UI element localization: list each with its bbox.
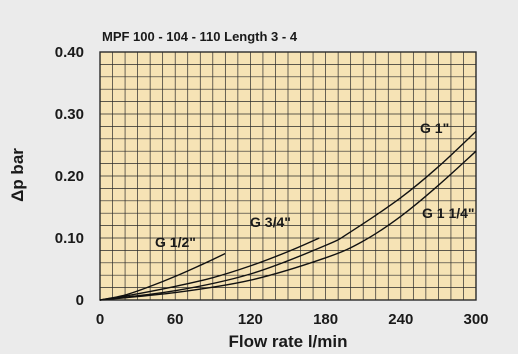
y-axis-ticks: 0 0.10 0.20 0.30 0.40 bbox=[55, 44, 84, 309]
x-axis-label: Flow rate l/min bbox=[228, 332, 347, 351]
series-label-g-1-1-4: G 1 1/4" bbox=[422, 205, 475, 221]
plot-border bbox=[99, 51, 477, 301]
series-g-1-1-4 bbox=[99, 150, 477, 301]
series-label-g-1-2: G 1/2" bbox=[155, 234, 196, 250]
x-tick-label: 300 bbox=[463, 311, 488, 328]
y-tick-label: 0.20 bbox=[55, 168, 84, 185]
chart-title: MPF 100 - 104 - 110 Length 3 - 4 bbox=[102, 29, 298, 44]
y-tick-label: 0.30 bbox=[55, 106, 84, 123]
y-tick-label: 0.10 bbox=[55, 230, 84, 247]
series-label-g-3-4: G 3/4" bbox=[250, 214, 291, 230]
y-tick-label: 0.40 bbox=[55, 44, 84, 61]
x-tick-label: 0 bbox=[96, 311, 104, 328]
y-tick-label: 0 bbox=[76, 292, 84, 309]
x-axis-ticks: 0 60 120 180 240 300 bbox=[96, 311, 489, 328]
x-tick-label: 60 bbox=[167, 311, 184, 328]
x-tick-label: 180 bbox=[313, 311, 338, 328]
x-tick-label: 120 bbox=[238, 311, 263, 328]
y-axis-label: Δp bar bbox=[8, 148, 27, 202]
series-layer bbox=[99, 130, 477, 301]
series-g-3-4 bbox=[99, 237, 320, 301]
series-g-1 bbox=[99, 130, 477, 301]
grid bbox=[100, 52, 476, 300]
series-g-1-2 bbox=[99, 252, 226, 301]
series-label-g-1: G 1" bbox=[420, 120, 449, 136]
x-tick-label: 240 bbox=[388, 311, 413, 328]
